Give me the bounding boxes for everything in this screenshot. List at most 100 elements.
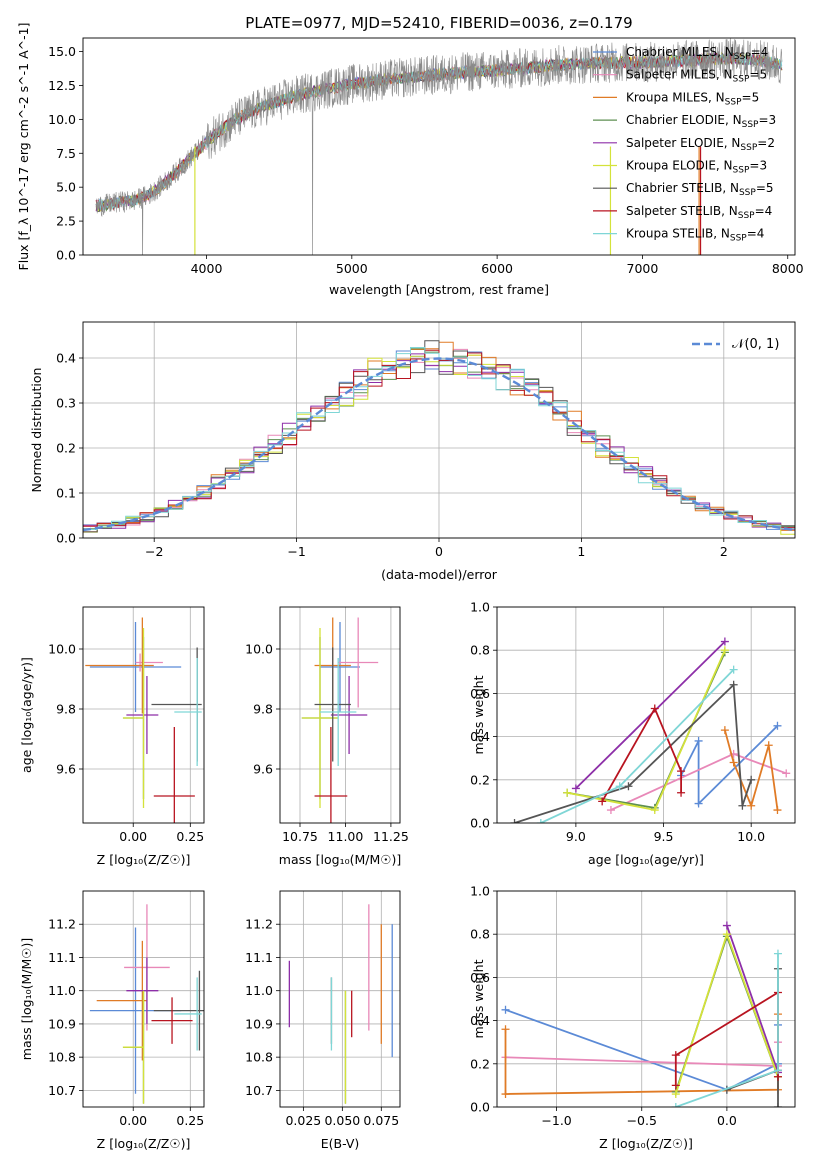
plot-age_vs_mass: 10.75 11.00 11.25 9.6 9.8 10.0 mass [log₁₀(M/M…: [245, 606, 409, 867]
plot-area: [89, 904, 204, 1104]
x-tick-label: 7000: [627, 261, 659, 276]
legend-nssp: =5: [756, 181, 774, 195]
x-axis-label: Z [log₁₀(Z/Z☉)]: [97, 1136, 191, 1151]
x-axis-label: wavelength [Angstrom, rest frame]: [329, 282, 549, 297]
plot-area: [510, 637, 791, 823]
weight-point-marker: [722, 930, 731, 939]
legend: Chabrier MILES, NSSP=4 Salpeter MILES, NS…: [593, 45, 776, 244]
legend-subscript: SSP: [740, 143, 757, 153]
weight-point-marker: [501, 1025, 510, 1034]
legend-entry: Chabrier MILES, NSSP=4: [626, 45, 768, 62]
weight-point-marker: [747, 775, 756, 784]
x-axis-label: Z [log₁₀(Z/Z☉)]: [97, 852, 191, 867]
legend-label: Salpeter STELIB, N: [626, 204, 738, 218]
y-tick-label: 11.1: [48, 950, 76, 965]
legend-label: Chabrier ELODIE, N: [626, 113, 742, 127]
legend-nssp: =4: [747, 227, 765, 241]
x-tick-label: 5000: [336, 261, 368, 276]
weight-point-marker: [650, 704, 659, 713]
x-tick-label: 0.00: [119, 1113, 147, 1128]
x-tick-label: 0.050: [324, 1113, 360, 1128]
weight-point-marker: [598, 797, 607, 806]
legend-subscript: SSP: [738, 211, 755, 221]
x-tick-label: 0.25: [176, 1113, 204, 1128]
plot-area: [501, 921, 782, 1107]
y-tick-label: 0.1: [56, 486, 76, 501]
plot-area: [85, 617, 202, 823]
axes-frame: [496, 890, 796, 1108]
x-axis-label: Z [log₁₀(Z/Z☉)]: [599, 1136, 693, 1151]
legend-label: Kroupa ELODIE, N: [626, 159, 733, 173]
weight-point-marker: [764, 741, 773, 750]
y-tick-label: 0.2: [470, 772, 490, 787]
histogram-step: [83, 347, 795, 534]
plot-mass_vs_ebv: 0.025 0.050 0.075 10.7 10.8 10.9 11.0 11.1 11.2 E…: [245, 890, 401, 1151]
weight-point-marker: [729, 758, 738, 767]
weight-point-marker: [773, 806, 782, 815]
weight-point-marker: [501, 1005, 510, 1014]
weight-point-marker: [650, 806, 659, 815]
legend-entry: Salpeter STELIB, NSSP=4: [626, 204, 772, 221]
weight-point-marker: [720, 726, 729, 735]
y-tick-label: 9.6: [56, 762, 76, 777]
legend-entry: Salpeter MILES, NSSP=5: [626, 68, 767, 85]
plot-weight_vs_Z: −1.0 −0.5 0.0 0.0 0.2 0.4 0.6 0.8 1.0 Z [log₁₀(Z/…: [470, 884, 796, 1151]
x-tick-label: 9.5: [654, 829, 674, 844]
y-tick-label: 0.4: [56, 351, 76, 366]
plot-mass_vs_Z: 0.00 0.25 10.7 10.8 10.9 11.0 11.1 11.2 Z [log₁₀…: [19, 890, 205, 1151]
weight-point-marker: [694, 736, 703, 745]
x-tick-label: 0.00: [119, 829, 147, 844]
weight-point-marker: [773, 721, 782, 730]
x-tick-label: 4000: [191, 261, 223, 276]
y-axis-label: mass weight: [471, 675, 486, 754]
y-tick-label: 9.8: [253, 702, 273, 717]
y-tick-label: 11.1: [245, 950, 273, 965]
y-tick-label: 0.6: [470, 970, 490, 985]
plot-weight_vs_age: 9.0 9.5 10.0 0.0 0.2 0.4 0.6 0.8 1.0 age [log₁₀(a…: [470, 600, 796, 867]
y-tick-label: 2.5: [56, 214, 76, 229]
y-tick-label: 10.8: [48, 1050, 76, 1065]
y-tick-label: 0.8: [470, 643, 490, 658]
weight-point-marker: [694, 799, 703, 808]
x-tick-label: 8000: [772, 261, 804, 276]
legend-subscript: SSP: [733, 166, 750, 176]
legend-entry: Kroupa STELIB, NSSP=4: [626, 227, 764, 244]
y-tick-label: 0.0: [56, 531, 76, 546]
x-tick-label: −2: [145, 544, 163, 559]
y-tick-label: 9.8: [56, 702, 76, 717]
y-tick-label: 0.0: [470, 816, 490, 831]
y-tick-label: 10.0: [245, 642, 273, 657]
weight-point-marker: [677, 767, 686, 776]
weight-point-marker: [671, 1081, 680, 1090]
legend-nssp: =4: [755, 204, 773, 218]
weight-point-marker: [773, 1066, 782, 1075]
legend-entry: Salpeter ELODIE, NSSP=2: [626, 136, 775, 153]
x-tick-label: −1.0: [541, 1113, 571, 1128]
y-tick-label: 1.0: [470, 884, 490, 899]
x-tick-label: 11.25: [373, 829, 409, 844]
y-tick-label: 9.6: [253, 762, 273, 777]
weight-point-marker: [536, 819, 545, 823]
axes-frame: [496, 606, 796, 824]
weight-point-marker: [747, 801, 756, 810]
legend-entry: 𝒩(0, 1): [732, 337, 779, 352]
legend-nssp: =3: [758, 113, 776, 127]
chart-title: PLATE=0977, MJD=52410, FIBERID=0036, z=0…: [245, 14, 632, 32]
y-tick-label: 0.2: [56, 441, 76, 456]
x-tick-label: 11.00: [328, 829, 364, 844]
weight-point-marker: [720, 637, 729, 646]
y-axis-label: mass weight: [471, 959, 486, 1038]
weight-point-marker: [677, 788, 686, 797]
y-axis-label: age [log₁₀(age/yr)]: [19, 657, 34, 773]
y-tick-label: 0.0: [470, 1100, 490, 1115]
y-tick-label: 1.0: [470, 600, 490, 615]
x-tick-label: 0.25: [176, 829, 204, 844]
weight-series-line: [726, 925, 779, 1073]
y-tick-label: 10.0: [48, 112, 76, 127]
axes-frame: [82, 37, 796, 256]
plot-spectrum: 4000 5000 6000 7000 8000 0.0 2.5 5.0 7.5 10.0 12.5…: [16, 14, 804, 297]
y-tick-label: 10.7: [245, 1083, 273, 1098]
weight-point-marker: [782, 769, 791, 778]
